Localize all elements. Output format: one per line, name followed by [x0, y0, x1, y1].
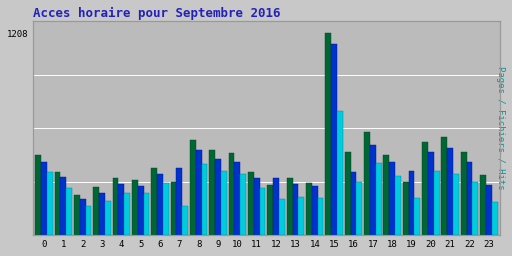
Bar: [351, 172, 356, 235]
Bar: [298, 197, 304, 235]
Bar: [60, 177, 66, 235]
Bar: [240, 174, 246, 235]
Bar: [215, 159, 221, 235]
Bar: [364, 132, 370, 235]
Bar: [105, 201, 111, 235]
Bar: [86, 206, 91, 235]
Bar: [389, 162, 395, 235]
Text: Acces horaire pour Septembre 2016: Acces horaire pour Septembre 2016: [33, 7, 281, 20]
Bar: [317, 198, 324, 235]
Bar: [441, 136, 447, 235]
Bar: [254, 177, 260, 235]
Bar: [248, 172, 254, 235]
Bar: [466, 162, 473, 235]
Bar: [395, 176, 401, 235]
Bar: [383, 155, 389, 235]
Bar: [447, 148, 453, 235]
Bar: [80, 199, 86, 235]
Bar: [163, 183, 169, 235]
Bar: [480, 175, 486, 235]
Bar: [118, 184, 124, 235]
Bar: [292, 184, 298, 235]
Bar: [486, 185, 492, 235]
Bar: [99, 193, 105, 235]
Bar: [170, 182, 177, 235]
Bar: [326, 33, 331, 235]
Bar: [47, 173, 53, 235]
Bar: [202, 164, 207, 235]
Bar: [422, 142, 428, 235]
Bar: [93, 187, 99, 235]
Y-axis label: Pages / Fichiers / Hits: Pages / Fichiers / Hits: [496, 66, 505, 190]
Bar: [287, 178, 292, 235]
Bar: [414, 198, 420, 235]
Bar: [331, 44, 337, 235]
Bar: [190, 140, 196, 235]
Bar: [152, 168, 157, 235]
Bar: [370, 145, 376, 235]
Bar: [473, 182, 478, 235]
Bar: [182, 206, 188, 235]
Bar: [138, 186, 143, 235]
Bar: [337, 111, 343, 235]
Bar: [74, 195, 80, 235]
Bar: [143, 193, 150, 235]
Bar: [453, 174, 459, 235]
Bar: [113, 178, 118, 235]
Bar: [196, 150, 202, 235]
Bar: [229, 153, 234, 235]
Bar: [312, 186, 317, 235]
Bar: [345, 152, 351, 235]
Bar: [403, 182, 409, 235]
Bar: [124, 193, 130, 235]
Bar: [409, 171, 414, 235]
Bar: [279, 199, 285, 235]
Bar: [461, 152, 466, 235]
Bar: [157, 174, 163, 235]
Bar: [376, 163, 381, 235]
Bar: [66, 188, 72, 235]
Bar: [177, 168, 182, 235]
Bar: [221, 171, 227, 235]
Bar: [132, 180, 138, 235]
Bar: [41, 162, 47, 235]
Bar: [356, 182, 362, 235]
Bar: [55, 172, 60, 235]
Bar: [492, 202, 498, 235]
Bar: [306, 183, 312, 235]
Bar: [35, 155, 41, 235]
Bar: [260, 188, 265, 235]
Bar: [267, 185, 273, 235]
Bar: [434, 171, 439, 235]
Bar: [273, 178, 279, 235]
Bar: [428, 152, 434, 235]
Bar: [209, 150, 215, 235]
Bar: [234, 163, 240, 235]
